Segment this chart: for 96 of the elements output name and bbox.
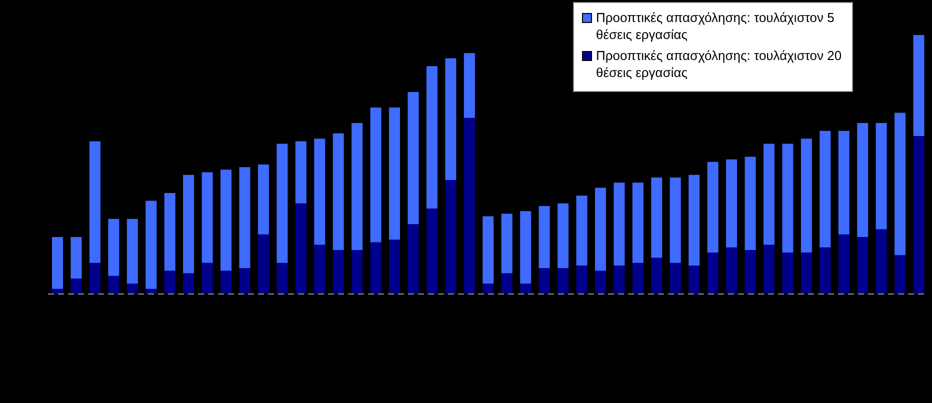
bar [538, 206, 550, 268]
bar [408, 92, 419, 224]
bar [276, 144, 288, 263]
bar [258, 234, 269, 294]
bar [820, 247, 831, 294]
bar [164, 192, 176, 271]
bar [126, 284, 138, 294]
bar [314, 244, 326, 294]
bar [220, 270, 232, 294]
bar [576, 266, 588, 294]
bar [744, 250, 756, 294]
bar [726, 159, 738, 248]
bar [89, 141, 100, 263]
bar [913, 136, 924, 294]
bar [594, 270, 606, 294]
bar [688, 174, 700, 266]
bar [782, 144, 794, 253]
bar [688, 266, 700, 294]
bar [314, 138, 326, 245]
bar [651, 177, 662, 258]
bar [164, 270, 176, 294]
bar [389, 240, 400, 294]
bar [370, 108, 382, 242]
bar [183, 174, 194, 274]
bar [332, 133, 344, 250]
bar [538, 268, 550, 294]
bar [857, 237, 868, 294]
bar [183, 273, 194, 294]
bar [70, 278, 82, 294]
bar [426, 208, 438, 294]
bar [651, 258, 662, 294]
bar [146, 288, 157, 294]
legend-label: Προοπτικές απασχόλησης: τουλάχιστον 20 θέσεις εργασίας [596, 47, 843, 81]
bar [276, 262, 288, 294]
bar [913, 35, 924, 136]
bar [670, 262, 681, 294]
bar [632, 182, 644, 263]
bar [352, 250, 363, 294]
bar [126, 218, 138, 284]
bar [258, 164, 269, 234]
bar [332, 250, 344, 294]
bar [520, 211, 532, 284]
bar [800, 138, 812, 253]
bar [202, 262, 213, 294]
bar [295, 203, 306, 294]
bar [52, 288, 63, 294]
legend-label: Προοπτικές απασχόλησης: τουλάχιστον 5 θέσεις εργασίας [596, 9, 836, 43]
bar [857, 123, 868, 238]
bar [445, 180, 456, 294]
bar [501, 273, 512, 294]
bar [632, 262, 644, 294]
bar [838, 130, 850, 234]
bar [594, 188, 606, 271]
bar [239, 167, 250, 268]
bar [239, 268, 250, 294]
bar [820, 130, 831, 248]
bar [482, 216, 494, 284]
bar [501, 214, 512, 274]
bar [202, 172, 213, 263]
bar [445, 58, 456, 180]
bar [464, 118, 475, 294]
bar [108, 276, 120, 294]
bar [52, 237, 63, 289]
bar [108, 218, 120, 276]
bar [576, 196, 588, 266]
bar [707, 162, 718, 253]
bar [352, 123, 363, 250]
bar [295, 141, 306, 204]
bar [558, 203, 569, 268]
bar [763, 244, 774, 294]
bar [726, 247, 738, 294]
bar [894, 112, 906, 256]
bar [146, 200, 157, 289]
bar [744, 156, 756, 250]
bar [70, 237, 82, 278]
bar [426, 66, 438, 209]
bar [89, 262, 100, 294]
bar [408, 224, 419, 294]
bar [876, 229, 887, 294]
bar [370, 242, 382, 294]
bar [614, 182, 625, 266]
bar [838, 234, 850, 294]
bar [464, 53, 475, 118]
bar [707, 252, 718, 294]
bar [482, 284, 494, 294]
bar [894, 255, 906, 294]
bar [558, 268, 569, 294]
bar [800, 252, 812, 294]
bar [763, 144, 774, 245]
bar [520, 284, 532, 294]
bar [876, 123, 887, 230]
bar [614, 266, 625, 294]
bar [389, 108, 400, 240]
bar [670, 177, 681, 263]
bar [220, 170, 232, 271]
bar [782, 252, 794, 294]
